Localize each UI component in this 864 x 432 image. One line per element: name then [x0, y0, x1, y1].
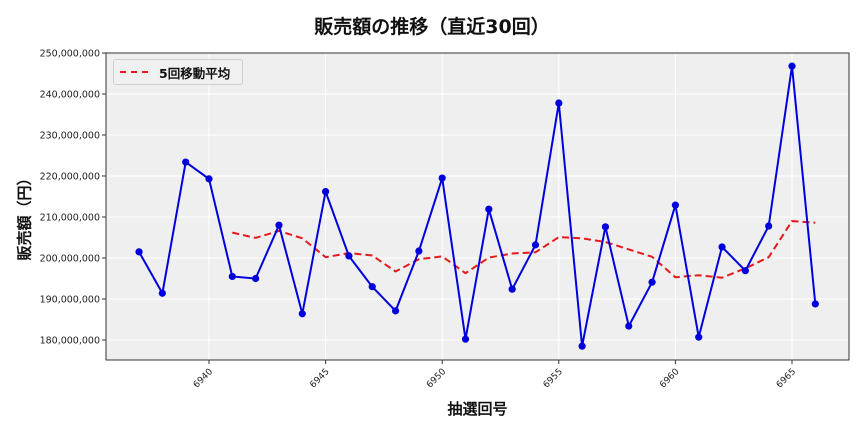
chart-legend: 5回移動平均	[113, 59, 243, 85]
sales-data-point	[182, 158, 190, 166]
sales-data-point	[695, 333, 703, 341]
sales-line	[138, 65, 817, 347]
y-tick-label: 190,000,000	[40, 295, 100, 306]
sales-data-point	[531, 241, 540, 249]
sales-data-point	[298, 310, 306, 318]
y-tick-label: 180,000,000	[40, 336, 100, 347]
sales-data-point	[718, 243, 726, 251]
sales-data-point	[391, 307, 400, 315]
legend-dashed-line-swatch	[120, 71, 148, 73]
y-tick-label: 220,000,000	[40, 172, 100, 183]
x-tick-label: 6965	[775, 367, 798, 390]
sales-data-point	[741, 267, 749, 275]
sales-data-point	[625, 322, 633, 330]
y-tick-label: 200,000,000	[40, 254, 100, 265]
sales-data-point	[811, 300, 819, 308]
sales-data-point	[322, 187, 330, 196]
plot-background	[106, 53, 849, 360]
x-tick-label: 6955	[542, 367, 565, 390]
chart-title: 販売額の推移（直近30回）	[314, 16, 550, 38]
sales-data-point	[765, 222, 773, 230]
sales-data-point	[205, 175, 213, 183]
y-tick-label: 210,000,000	[40, 213, 100, 224]
sales-data-point	[228, 272, 236, 281]
sales-data-point	[788, 62, 796, 70]
x-tick-label: 6940	[192, 367, 215, 390]
sales-data-point	[438, 174, 446, 182]
legend-label-moving-average: 5回移動平均	[159, 66, 231, 81]
sales-data-point	[345, 252, 353, 260]
sales-data-point	[508, 285, 516, 293]
sales-data-point	[648, 278, 656, 286]
x-tick-label: 6950	[425, 367, 448, 390]
y-tick-label: 240,000,000	[40, 90, 100, 101]
plot-frame	[105, 52, 850, 361]
sales-data-point	[135, 248, 143, 256]
sales-data-point	[252, 274, 260, 283]
sales-data-point	[368, 283, 376, 291]
sales-data-point	[415, 247, 423, 255]
sales-data-point	[671, 201, 680, 209]
sales-data-point	[601, 223, 610, 231]
y-tick-label: 230,000,000	[40, 131, 100, 142]
moving-average-line	[232, 220, 816, 279]
x-axis-label: 抽選回号	[447, 400, 508, 418]
sales-data-point	[485, 205, 493, 213]
sales-data-point	[158, 289, 166, 297]
sales-data-point	[555, 99, 563, 107]
x-tick-label: 6960	[658, 367, 681, 390]
sales-data-point	[275, 221, 283, 229]
y-axis-label: 販売額（円）	[15, 170, 34, 261]
sales-data-point	[461, 335, 470, 343]
y-tick-label: 250,000,000	[40, 49, 100, 60]
x-tick-label: 6945	[308, 367, 331, 390]
sales-data-point	[578, 342, 586, 350]
